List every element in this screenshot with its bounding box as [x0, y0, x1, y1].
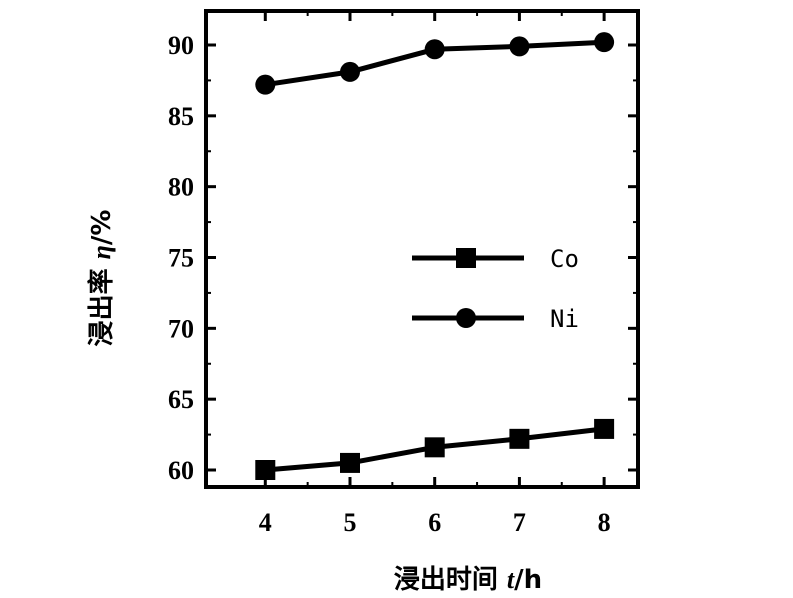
x-axis-title-text: 浸出时间 — [394, 565, 507, 595]
x-tick-label-7: 7 — [513, 508, 526, 537]
legend-marker-ni — [456, 308, 476, 328]
x-tick-label-6: 6 — [428, 508, 441, 537]
data-point-ni-4 — [255, 74, 276, 95]
y-tick-label-80: 80 — [168, 173, 194, 202]
legend-label-co: Co — [550, 245, 579, 273]
x-axis-title: 浸出时间 t/h — [394, 565, 542, 595]
y-axis-title-unit: /% — [87, 210, 117, 246]
x-axis-title-var: t — [507, 565, 515, 594]
data-point-ni-6 — [424, 39, 445, 60]
data-point-co-8 — [594, 418, 615, 439]
y-axis-ticks: 60 65 70 75 80 85 90 — [168, 31, 638, 485]
y-tick-label-70: 70 — [168, 314, 194, 343]
y-tick-label-90: 90 — [168, 31, 194, 60]
data-point-co-7 — [509, 428, 530, 449]
x-axis-ticks: 4 5 6 7 8 — [259, 11, 611, 537]
series-layer — [255, 32, 615, 480]
x-tick-label-5: 5 — [344, 508, 357, 537]
y-tick-label-65: 65 — [168, 385, 194, 414]
series-ni — [255, 32, 615, 95]
data-point-ni-5 — [340, 61, 360, 82]
legend: Co Ni — [412, 245, 579, 333]
y-tick-label-60: 60 — [168, 456, 194, 485]
data-point-co-6 — [424, 437, 445, 458]
legend-marker-co — [456, 248, 476, 268]
data-point-co-4 — [255, 460, 276, 480]
y-axis-title-var: η — [87, 245, 116, 259]
y-tick-label-75: 75 — [168, 244, 194, 273]
legend-label-ni: Ni — [550, 305, 579, 333]
x-tick-label-4: 4 — [259, 508, 272, 537]
data-point-co-5 — [340, 452, 360, 473]
x-tick-label-8: 8 — [598, 508, 611, 537]
y-axis-title: 浸出率 η/% — [86, 210, 117, 347]
data-point-ni-7 — [509, 36, 530, 57]
y-tick-label-85: 85 — [168, 102, 194, 131]
data-point-ni-8 — [594, 32, 615, 53]
x-axis-title-unit: /h — [514, 565, 542, 595]
series-co — [255, 418, 615, 480]
y-axis-title-text: 浸出率 — [86, 259, 117, 346]
plot-frame — [204, 9, 640, 489]
